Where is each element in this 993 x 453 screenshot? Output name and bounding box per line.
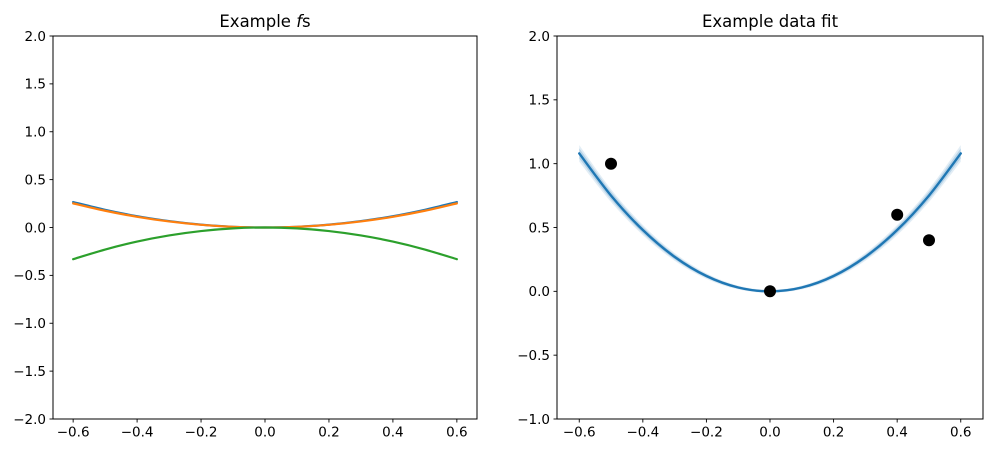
chart-title-text: Example data fit — [702, 12, 839, 31]
y-tick-label: 1.5 — [25, 77, 46, 93]
chart-title: Example data fit — [702, 12, 839, 31]
x-tick-label: −0.4 — [121, 425, 154, 441]
axes-frame — [556, 35, 984, 420]
y-tick-label: −0.5 — [517, 348, 550, 364]
x-tick-label: 0.2 — [823, 425, 844, 441]
series-line-fit-mean — [578, 152, 962, 293]
x-tick-label: −0.6 — [563, 425, 596, 441]
x-tick-label: −0.2 — [690, 425, 723, 441]
y-tick-label: −0.5 — [13, 268, 46, 284]
series-line-f-sample-orange — [72, 202, 458, 229]
x-tick-label: 0.0 — [254, 425, 275, 441]
y-tick-label: 2.0 — [529, 29, 550, 45]
x-tick-label: 0.2 — [318, 425, 339, 441]
x-tick-label: −0.6 — [57, 425, 90, 441]
confidence-band-uncertainty-outer — [579, 145, 961, 293]
chart-title-italic-f: f — [296, 12, 304, 31]
chart-title-suffix: s — [302, 12, 311, 31]
x-tick-label: 0.6 — [950, 425, 971, 441]
y-tick-label: 0.0 — [529, 284, 550, 300]
y-tick-label: 1.5 — [529, 93, 550, 109]
y-tick-label: −1.5 — [13, 364, 46, 380]
data-point — [605, 157, 617, 170]
subplot-example-data-fit: Example data fit −0.6 −0.4 −0.2 0.0 0.2 0.4 0.… — [517, 12, 984, 441]
y-tick-label: −1.0 — [517, 412, 550, 428]
y-tick-label: 0.5 — [25, 172, 46, 188]
x-tick-label: −0.4 — [626, 425, 659, 441]
x-tick-label: −0.2 — [185, 425, 218, 441]
x-tick-label: 0.4 — [382, 425, 403, 441]
series-line-f-sample-green — [72, 226, 458, 261]
data-point — [923, 234, 935, 247]
chart-title-text: Example — [219, 12, 296, 31]
x-tick-label: 0.6 — [446, 425, 467, 441]
y-tick-label: −2.0 — [13, 412, 46, 428]
y-tick-label: 1.0 — [529, 156, 550, 172]
y-tick-label: −1.0 — [13, 316, 46, 332]
y-tick-label: 0.0 — [25, 220, 46, 236]
subplot-example-fs: Example fs −0.6 −0.4 −0.2 0.0 0.2 0.4 0.6 2.0 1.… — [13, 12, 478, 441]
y-tick-label: 0.5 — [529, 220, 550, 236]
data-point — [891, 208, 904, 221]
y-tick-label: 1.0 — [25, 125, 46, 141]
y-tick-label: 2.0 — [25, 29, 46, 45]
data-point — [764, 285, 776, 298]
x-tick-label: 0.4 — [886, 425, 907, 441]
chart-title: Example fs — [219, 12, 310, 31]
x-tick-label: 0.0 — [759, 425, 780, 441]
